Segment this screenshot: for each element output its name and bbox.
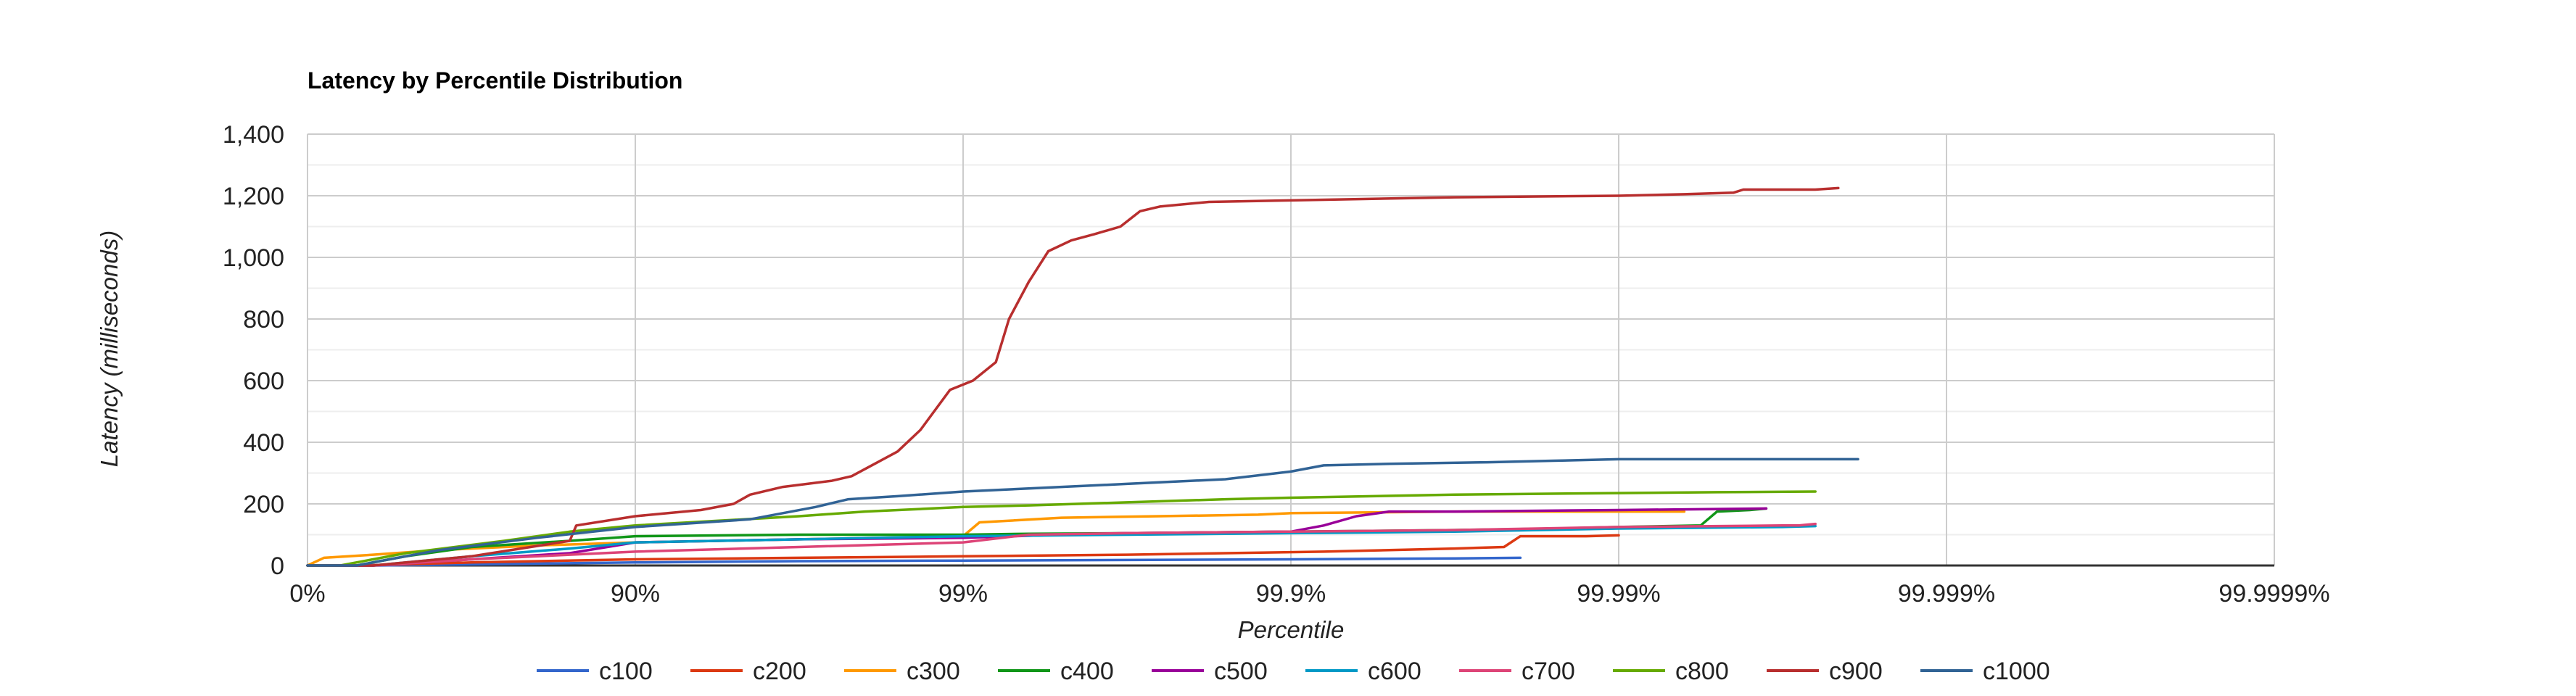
- x-tick-label: 99.999%: [1898, 580, 1995, 608]
- legend-label: c300: [907, 658, 960, 685]
- x-tick-label: 99.9999%: [2218, 580, 2329, 608]
- legend-item-c200[interactable]: c200: [690, 658, 806, 685]
- y-tick-label: 1,200: [223, 183, 284, 210]
- series-line-c900: [306, 186, 1840, 567]
- x-tick-label: 99%: [938, 580, 988, 608]
- y-tick-label: 400: [243, 429, 284, 457]
- legend-label: c800: [1675, 658, 1729, 685]
- y-axis-label: Latency (milliseconds): [96, 231, 123, 467]
- legend-item-c500[interactable]: c500: [1152, 658, 1268, 685]
- x-axis-label: Percentile: [1238, 616, 1345, 643]
- series-line-c1000: [306, 457, 1859, 567]
- legend-label: c200: [753, 658, 806, 685]
- legend-item-c900[interactable]: c900: [1767, 658, 1883, 685]
- legend-label: c600: [1368, 658, 1421, 685]
- legend-label: c700: [1522, 658, 1575, 685]
- y-tick-label: 1,000: [223, 244, 284, 272]
- gridlines: [307, 133, 2275, 566]
- legend-item-c300[interactable]: c300: [844, 658, 960, 685]
- legend-label: c1000: [1983, 658, 2050, 685]
- y-tick-label: 800: [243, 306, 284, 334]
- legend-item-c400[interactable]: c400: [998, 658, 1114, 685]
- legend-label: c900: [1829, 658, 1883, 685]
- y-tick-label: 0: [271, 552, 284, 580]
- legend-item-c1000[interactable]: c1000: [1920, 658, 2050, 685]
- legend-label: c400: [1060, 658, 1114, 685]
- legend-item-c700[interactable]: c700: [1459, 658, 1575, 685]
- series-line-c100: [306, 556, 1522, 567]
- series-line-c200: [306, 534, 1620, 567]
- legend-item-c600[interactable]: c600: [1305, 658, 1421, 685]
- y-tick-label: 200: [243, 491, 284, 518]
- y-tick-label: 600: [243, 368, 284, 395]
- legend-item-c800[interactable]: c800: [1613, 658, 1729, 685]
- series-line-c700: [306, 522, 1817, 567]
- legend-item-c100[interactable]: c100: [537, 658, 653, 685]
- x-tick-label: 99.99%: [1577, 580, 1660, 608]
- series-lines: [306, 186, 1859, 567]
- y-tick-label: 1,400: [223, 121, 284, 149]
- legend-label: c100: [599, 658, 653, 685]
- x-tick-label: 90%: [611, 580, 660, 608]
- axes: 0 200 400 600 800 1,000 1,200 1,400 0% 90% 99% 99.9…: [223, 121, 2330, 608]
- x-tick-label: 99.9%: [1256, 580, 1326, 608]
- legend-label: c500: [1214, 658, 1268, 685]
- x-tick-label: 0%: [289, 580, 325, 608]
- legend: c100 c200 c300 c400 c500 c600 c700 c800 c900 c100…: [537, 658, 2050, 685]
- chart-title: Latency by Percentile Distribution: [307, 67, 682, 94]
